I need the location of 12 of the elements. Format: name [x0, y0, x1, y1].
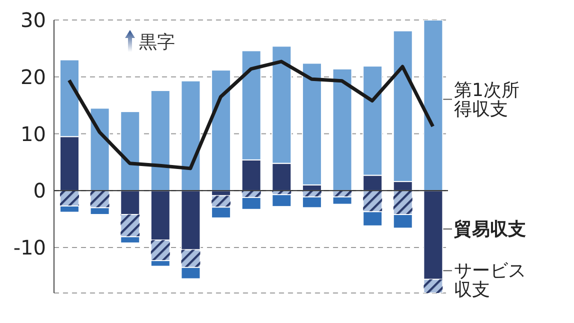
line-series — [67, 60, 435, 170]
series-label: サービス収支 — [454, 260, 526, 301]
y-tick-label: 0 — [33, 178, 46, 203]
y-tick-label: 10 — [20, 122, 46, 146]
series-label: 貿易収支 — [453, 218, 526, 240]
y-tick-label: 30 — [20, 8, 46, 32]
y-tick-label: 20 — [20, 64, 46, 89]
bar — [211, 70, 232, 192]
bar — [272, 194, 292, 208]
series-label: 第1次所得収支 — [454, 80, 520, 120]
annotation: 黒字 — [139, 32, 175, 53]
y-tick-label: -10 — [13, 236, 46, 260]
